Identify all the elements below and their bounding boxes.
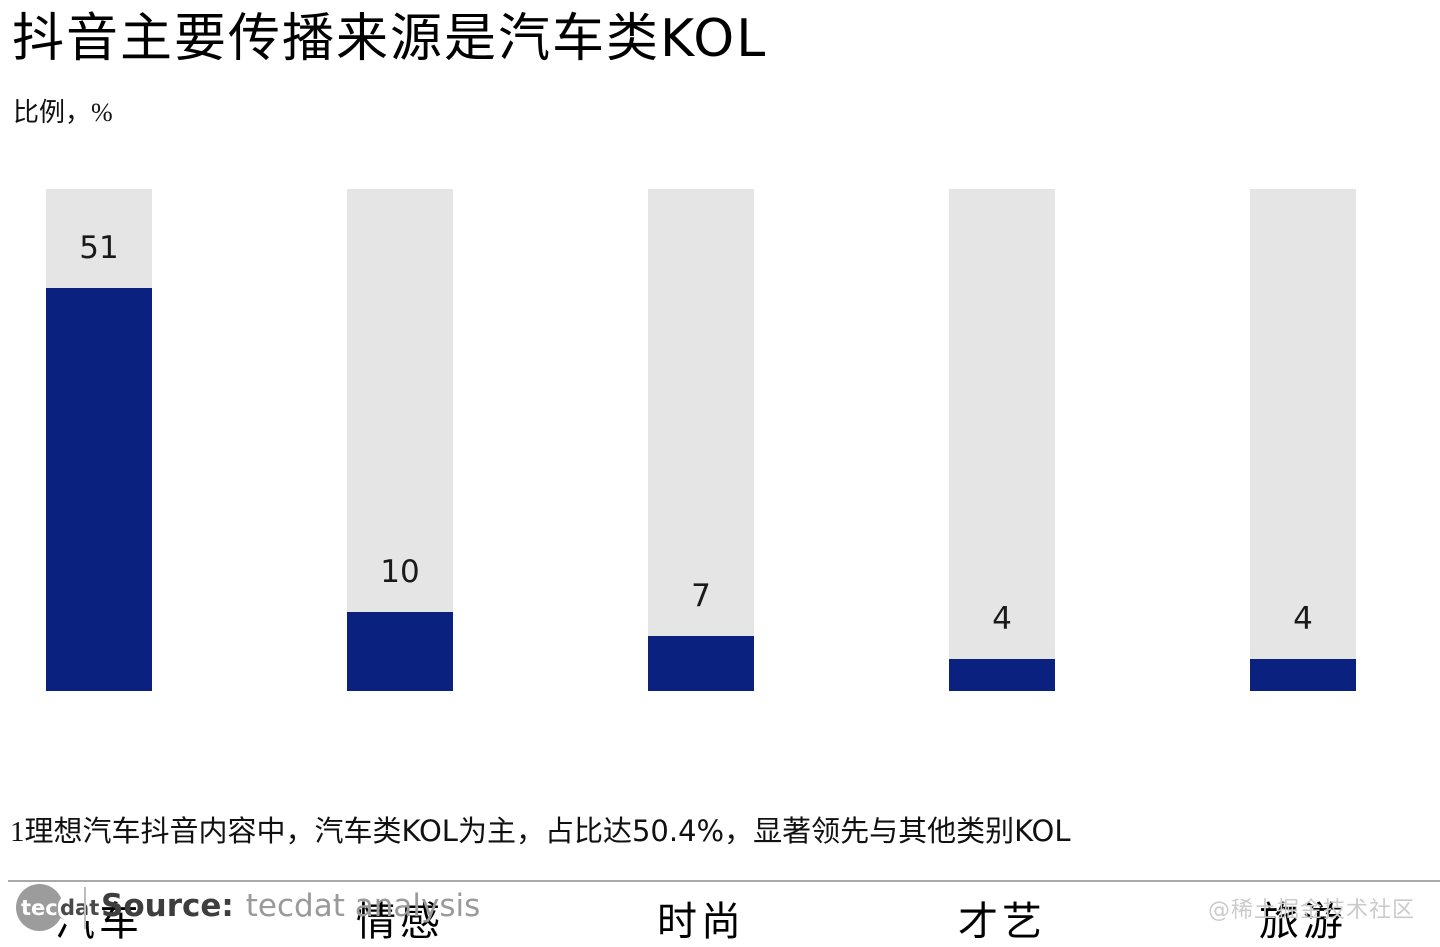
bar-fill (648, 636, 754, 691)
bar-column: 7 (648, 189, 754, 691)
x-axis-label: 才艺 (958, 899, 1046, 944)
bar-value-label: 4 (1293, 601, 1313, 637)
x-axis-label: 时尚 (657, 899, 745, 944)
bar-fill (949, 659, 1055, 691)
text-segment: 抖音主要传播来源是汽车类 (12, 11, 661, 68)
bar-chart: 51 汽车 10 情感 7 时尚 4 才艺 4 旅游 (0, 189, 1440, 944)
bar-value-label: 10 (380, 554, 420, 590)
footnote: 1理想汽车抖音内容中，汽车类KOL为主，占比达50.4%，显著领先与其他类别KO… (10, 808, 1390, 850)
footer-divider (84, 887, 86, 929)
watermark: @稀土掘金技术社区 (1207, 898, 1415, 923)
text-segment: KOL (660, 9, 768, 69)
logo-text-tec: tec (21, 896, 58, 920)
logo-circle (16, 884, 63, 931)
bar-column: 10 (347, 189, 453, 691)
bar-fill (46, 288, 152, 691)
source-label: Source: (101, 888, 234, 924)
x-axis-line (8, 880, 1440, 882)
text-segment: KOL (401, 814, 458, 848)
logo-text-dat: dat (58, 895, 102, 921)
chart-title: 抖音主要传播来源是汽车类KOL (12, 8, 1412, 71)
text-segment: 为主，占比达 (457, 816, 632, 848)
source-text: tecdat analysis (245, 888, 481, 924)
bar-track (1250, 189, 1356, 691)
bar-column: 4 (949, 189, 1055, 691)
chart-subtitle: 比例，% (13, 98, 113, 127)
x-axis-label: 旅游 (1259, 899, 1347, 944)
bar-fill (1250, 659, 1356, 691)
bar-column: 51 (46, 189, 152, 691)
bar-track (648, 189, 754, 691)
footer: tec dat Source: tecdat analysis @稀土掘金技术社区 (0, 878, 1440, 939)
tecdat-logo: tec dat (14, 882, 102, 932)
source-line: Source: tecdat analysis (101, 888, 480, 924)
text-segment: 1理想汽车抖音内容中，汽车类 (10, 816, 402, 848)
x-axis-label: 情感 (356, 899, 444, 944)
bar-value-label: 51 (79, 230, 119, 266)
text-segment: 50.4% (631, 814, 725, 848)
bar-track (347, 189, 453, 691)
text-segment: KOL (1014, 814, 1071, 848)
bar-track (949, 189, 1055, 691)
text-segment: ，显著领先与其他类别 (724, 816, 1015, 848)
bar-fill (347, 612, 453, 691)
bar-column: 4 (1250, 189, 1356, 691)
bar-value-label: 7 (691, 578, 711, 614)
bar-value-label: 4 (992, 601, 1012, 637)
